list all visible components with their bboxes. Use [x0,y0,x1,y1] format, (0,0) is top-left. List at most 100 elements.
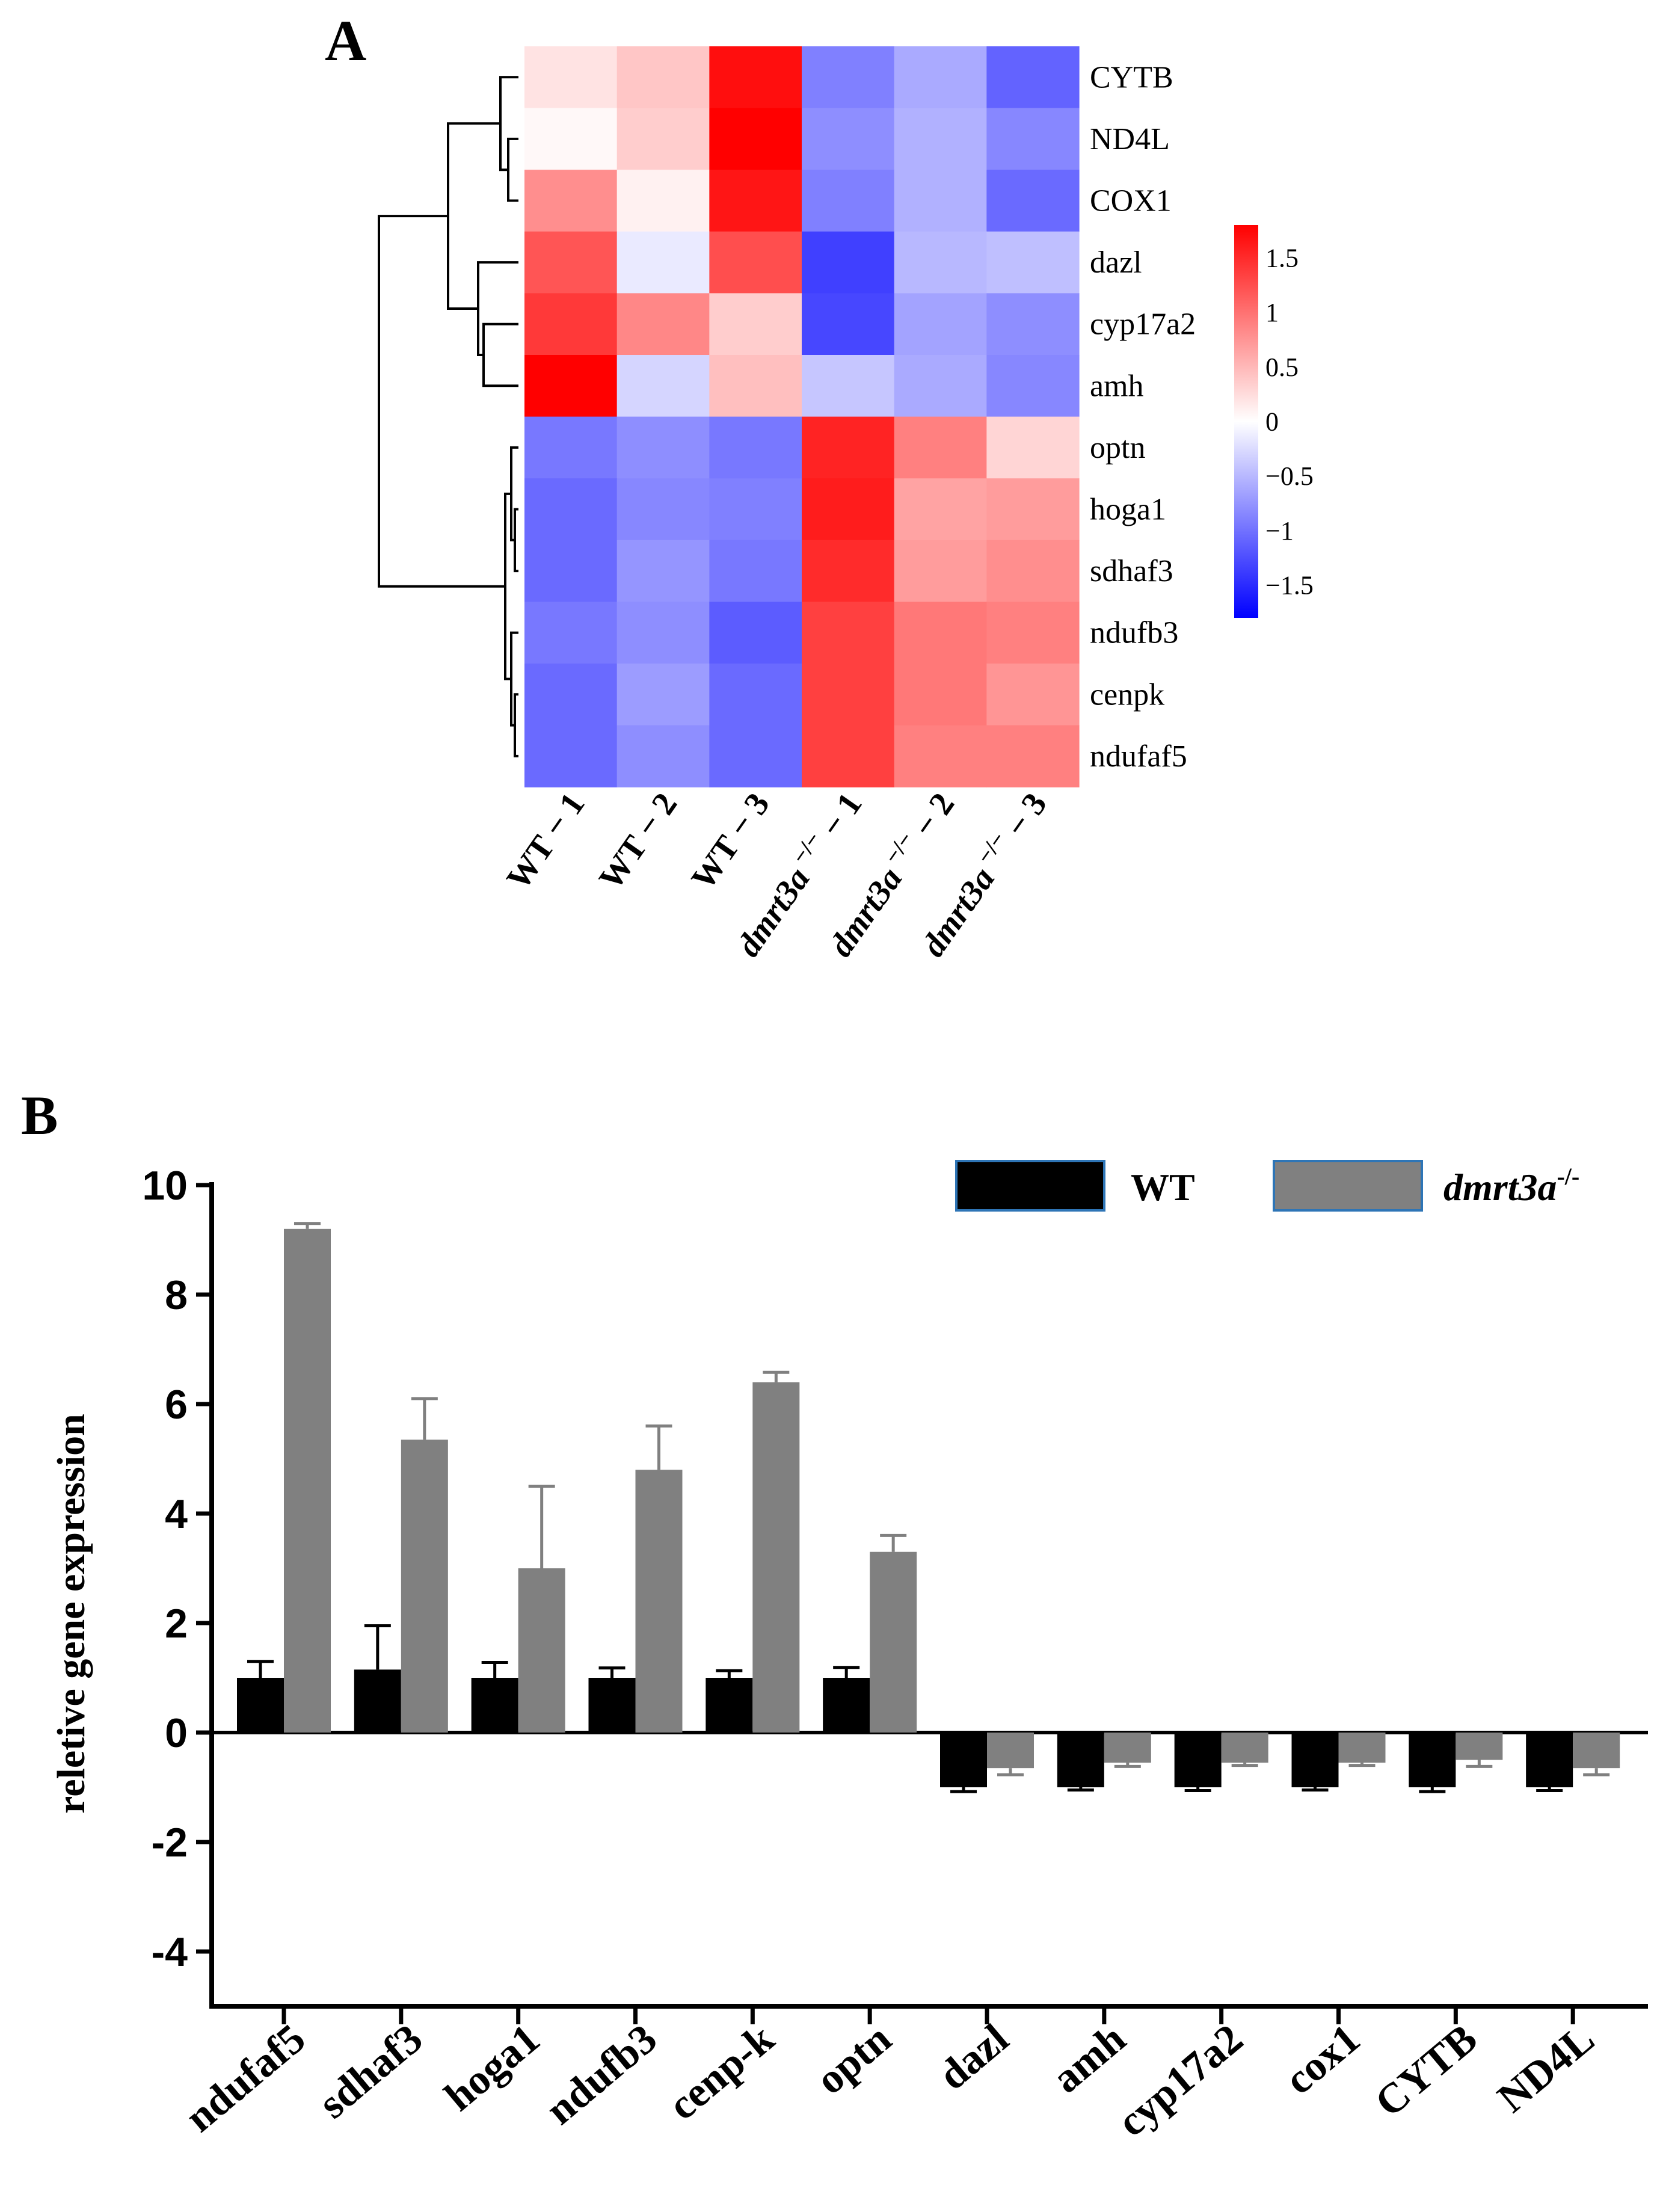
heatmap [524,46,1080,787]
bar-mutant [284,1228,331,1733]
x-tick-label: hoga1 [436,2015,549,2120]
heatmap-cell [802,231,895,294]
heatmap-cell [802,540,895,602]
bar-mutant [752,1382,800,1733]
heatmap-cell [616,416,710,479]
heatmap-cell [709,725,802,787]
heatmap-cell [524,478,618,541]
heatmap-cell [616,355,710,417]
colorbar-tick-labels: 1.5 1 0.5 0 −0.5 −1 −1.5 [1265,243,1314,600]
heatmap-row-label: sdhaf3 [1090,554,1173,588]
x-tick-label: ndufaf5 [177,2015,314,2141]
heatmap-cell [986,46,1080,109]
y-tick-label: 8 [165,1272,188,1318]
bar-wt [1174,1733,1222,1787]
heatmap-cell [616,478,710,541]
bar-mutant [1338,1733,1386,1763]
heatmap-cell [524,540,618,602]
heatmap-row-label: cenpk [1090,677,1164,712]
heatmap-cell [524,355,618,417]
bar-wt [1057,1733,1104,1787]
y-tick-label: 6 [165,1382,188,1428]
heatmap-cell [524,231,618,294]
x-tick-label: ndufb3 [537,2015,665,2134]
bar-mutant [1573,1733,1620,1769]
bar-wt [1526,1733,1573,1787]
colorbar-tick-label: 1.5 [1265,243,1299,273]
x-tick-label: dazl [930,2015,1017,2099]
heatmap-cell [616,602,710,664]
heatmap-cell [616,170,710,232]
heatmap-cell [524,108,618,170]
heatmap-column-label: WT − 2 [592,786,684,896]
bar-mutant [401,1440,448,1733]
heatmap-cell [986,725,1080,787]
heatmap-cell [524,46,618,109]
heatmap-cell [616,46,710,109]
heatmap-row-label: ndufaf5 [1090,739,1187,774]
colorbar-tick-label: 1 [1265,298,1279,327]
heatmap-cell [709,108,802,170]
y-tick-label: -2 [152,1820,188,1865]
heatmap-cell [986,602,1080,664]
heatmap-cell [986,416,1080,479]
heatmap-row-label: amh [1090,369,1144,403]
bar-wt [471,1678,518,1733]
heatmap-cell [802,725,895,787]
colorbar-tick-label: −1.5 [1265,571,1314,600]
heatmap-cell [894,416,987,479]
x-tick-label: optn [808,2015,900,2104]
bar-wt [354,1669,401,1733]
heatmap-cell [894,46,987,109]
x-tick-label: cyp17a2 [1109,2015,1252,2145]
heatmap-cell [709,478,802,541]
heatmap-cell [524,664,618,726]
heatmap-row-label: optn [1090,431,1145,465]
colorbar [1234,225,1258,618]
dendrogram-link [378,215,505,588]
heatmap-cell [524,725,618,787]
bar-wt [588,1678,636,1733]
heatmap-cell [894,293,987,356]
legend-swatch [955,1160,1105,1212]
heatmap-cell [802,478,895,541]
heatmap-cell [616,108,710,170]
heatmap-cell [709,46,802,109]
heatmap-row-label: dazl [1090,245,1142,280]
x-tick-label: cox1 [1276,2015,1369,2103]
heatmap-cell [802,355,895,417]
bar-wt [823,1678,870,1733]
heatmap-cell [709,540,802,602]
heatmap-cell [894,725,987,787]
heatmap-cell [986,478,1080,541]
heatmap-column-label: WT − 1 [499,786,592,896]
bar-chart: 10 8 6 4 2 0 -2 -4 reletive gene expression ndufa… [49,1160,1648,2146]
dendrogram-link [482,322,518,387]
heatmap-row-label: COX1 [1090,184,1172,218]
heatmap-cell [709,355,802,417]
heatmap-cell [709,416,802,479]
bar-wt [1409,1733,1456,1787]
heatmap-cell [709,602,802,664]
panel-b-label: B [21,1085,58,1146]
heatmap-cell [709,170,802,232]
heatmap-cell [894,231,987,294]
heatmap-cell [709,293,802,356]
colorbar-tick-label: 0 [1265,407,1279,437]
heatmap-cell [524,416,618,479]
x-tick-label: cenp-k [660,2015,782,2129]
bar-mutant [1221,1733,1268,1763]
heatmap-row-labels: CYTB ND4L COX1 dazl cyp17a2 amh optn hoga1 sdhaf… [1090,60,1196,774]
colorbar-tick-label: 0.5 [1265,353,1299,382]
bar-mutant [518,1568,565,1733]
heatmap-column-label: WT − 3 [684,786,777,896]
heatmap-row-label: ndufb3 [1090,616,1178,650]
heatmap-cell [986,170,1080,232]
heatmap-cell [894,602,987,664]
colorbar-tick-label: −1 [1265,516,1294,546]
bar-mutant [870,1551,917,1733]
heatmap-cell [894,108,987,170]
heatmap-cell [986,293,1080,356]
heatmap-cell [802,46,895,109]
